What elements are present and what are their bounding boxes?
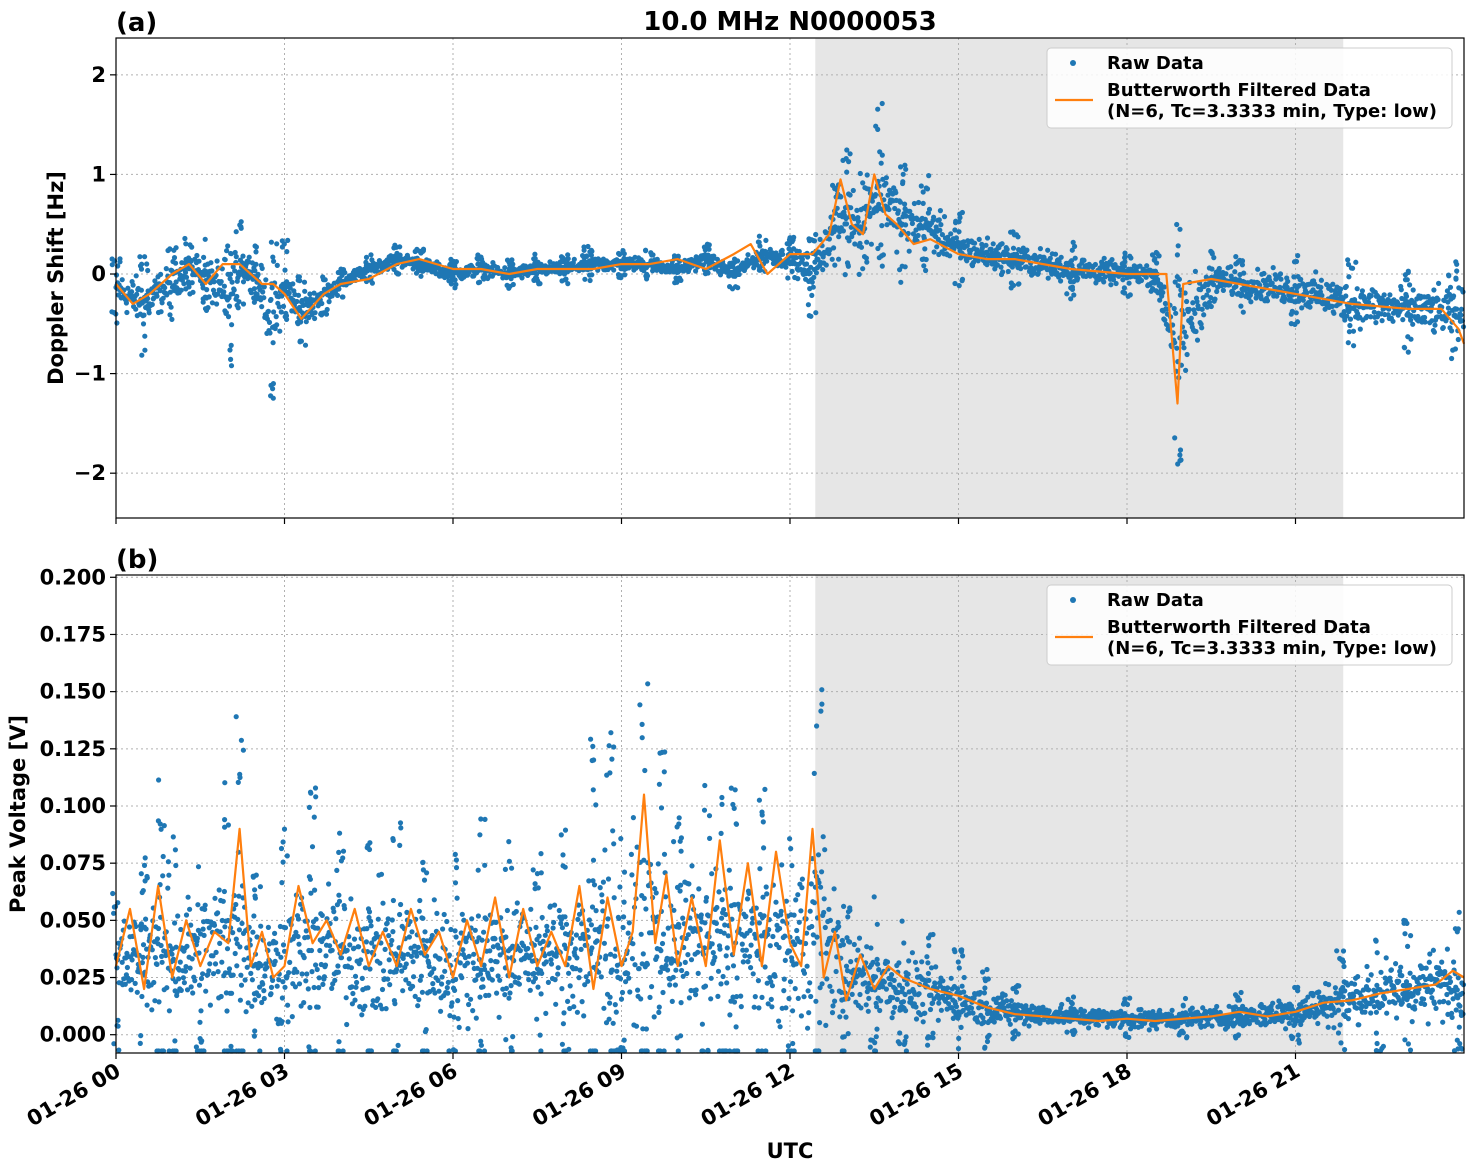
legend-raw-label: Raw Data — [1107, 590, 1204, 611]
legend-raw-marker — [1070, 597, 1076, 603]
chart-title: 10.0 MHz N0000053 — [643, 7, 936, 37]
y-tick-label: 0.025 — [40, 966, 106, 990]
legend-filtered-label: Butterworth Filtered Data — [1107, 617, 1371, 638]
y-tick-label: −2 — [74, 461, 106, 485]
panel-a-label: (a) — [116, 8, 157, 38]
x-tick-label: 01-26 00 — [23, 1059, 125, 1132]
y-tick-label: 0.175 — [40, 622, 106, 646]
panel-b-y-axis-label: Peak Voltage [V] — [6, 715, 30, 913]
x-tick-label: 01-26 21 — [1202, 1059, 1304, 1132]
y-tick-label: 0 — [91, 262, 106, 286]
filtered-data-line — [114, 793, 1465, 1023]
raw-data-points — [113, 767, 1467, 1033]
y-tick-label: 0.200 — [40, 565, 106, 589]
panel-b-peak-voltage: 0.000 0.025 0.050 0.075 0.100 0.125 0.150 0.175… — [6, 545, 1467, 1163]
legend-filtered-label: (N=6, Tc=3.3333 min, Type: low) — [1107, 638, 1437, 659]
x-axis-label: UTC — [767, 1139, 814, 1163]
y-tick-label: −1 — [74, 362, 106, 386]
raw-data-points — [113, 149, 1467, 381]
y-tick-label: 0.125 — [40, 737, 106, 761]
panel-a-legend: Raw Data Butterworth Filtered Data(N=6, T… — [1046, 47, 1453, 129]
x-tick-label: 01-26 09 — [528, 1059, 630, 1132]
x-tick-label: 01-26 15 — [865, 1059, 967, 1132]
y-tick-label: 0.050 — [40, 908, 106, 932]
x-tick-label: 01-26 12 — [697, 1059, 799, 1132]
panel-a-doppler-shift: −2 −1 0 1 2 (a) 10.0 MHz N0000053 Doppler Sh… — [44, 7, 1467, 524]
panel-a-y-axis-label: Doppler Shift [Hz] — [44, 171, 68, 385]
panel-b-label: (b) — [116, 545, 158, 575]
x-tick-label: 01-26 18 — [1034, 1059, 1136, 1132]
legend-box — [1046, 584, 1453, 666]
legend-raw-marker — [1070, 60, 1076, 66]
filtered-data-line — [115, 173, 1466, 405]
y-tick-label: 2 — [91, 63, 106, 87]
legend-box — [1046, 47, 1453, 129]
legend-filtered-label: (N=6, Tc=3.3333 min, Type: low) — [1107, 101, 1437, 122]
panel-b-legend: Raw Data Butterworth Filtered Data(N=6, T… — [1046, 584, 1453, 666]
y-tick-label: 0.100 — [40, 794, 106, 818]
y-tick-label: 0.000 — [40, 1023, 106, 1047]
x-tick-label: 01-26 03 — [191, 1059, 293, 1132]
panel-b-axes-frame — [115, 574, 1465, 1054]
y-tick-label: 0.150 — [40, 680, 106, 704]
y-tick-label: 0.075 — [40, 851, 106, 875]
y-tick-label: 1 — [91, 162, 106, 186]
x-tick-label: 01-26 06 — [360, 1059, 462, 1132]
legend-filtered-label: Butterworth Filtered Data — [1107, 80, 1371, 101]
legend-raw-label: Raw Data — [1107, 53, 1204, 74]
panel-a-axes-frame — [115, 37, 1465, 519]
